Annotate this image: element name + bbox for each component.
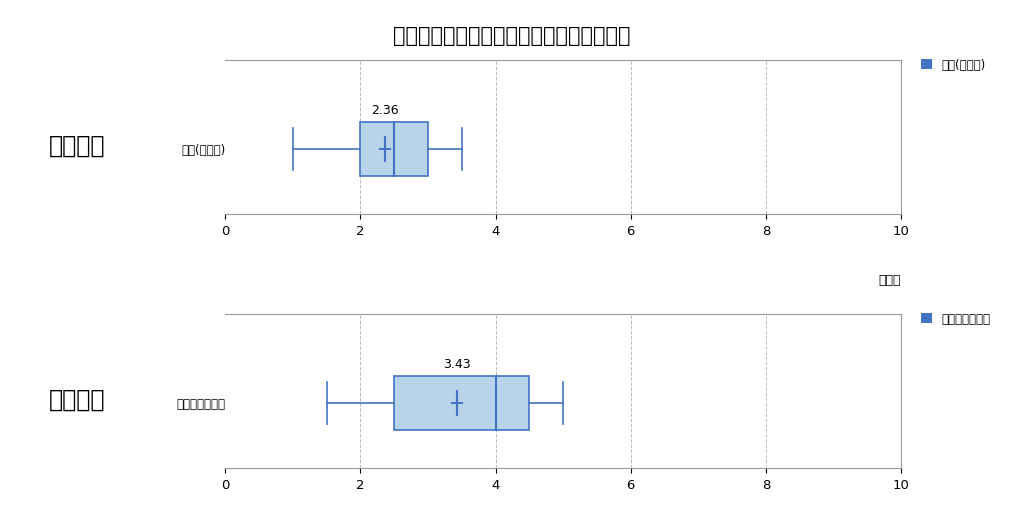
Bar: [394, 377, 529, 430]
Text: 水戸一高: 水戸一高: [48, 387, 104, 411]
Text: 3.43: 3.43: [443, 358, 471, 371]
Text: （人）: （人）: [879, 273, 901, 286]
Legend: 医科（国公立）: 医科（国公立）: [921, 313, 991, 326]
Text: 医科(国公立): 医科(国公立): [181, 143, 225, 156]
Bar: [360, 123, 428, 176]
Legend: 医科(国公立): 医科(国公立): [921, 59, 986, 72]
Text: 2.36: 2.36: [371, 104, 398, 117]
Text: 医科（国公立）: 医科（国公立）: [176, 397, 225, 410]
Text: 国公立　医学部医学科への合格実績の比較: 国公立 医学部医学科への合格実績の比較: [393, 25, 631, 45]
Text: 土浦一高: 土浦一高: [48, 134, 104, 158]
